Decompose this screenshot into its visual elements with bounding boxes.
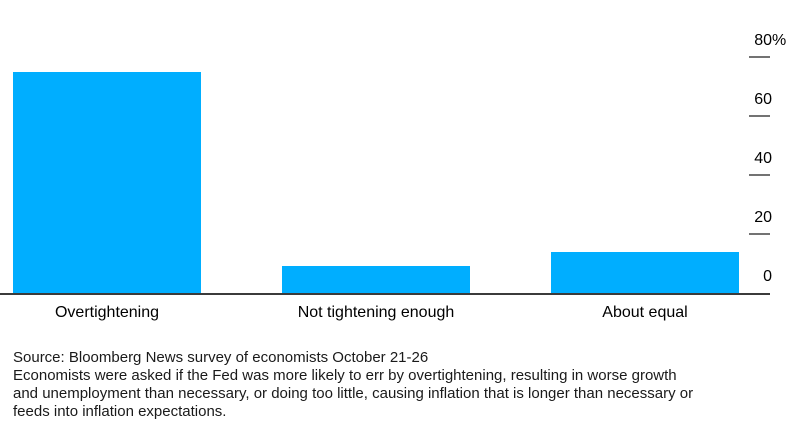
y-axis-tick-mark xyxy=(749,56,770,58)
bar-not-tightening-enough xyxy=(282,266,470,293)
note-line-1: Economists were asked if the Fed was mor… xyxy=(13,367,677,384)
y-axis-tick-label: 0 xyxy=(763,268,772,285)
y-axis-tick-label: 60 xyxy=(754,91,772,108)
category-label-about-equal: About equal xyxy=(602,304,688,321)
y-axis-tick-mark xyxy=(749,115,770,117)
category-label-not-tightening-enough: Not tightening enough xyxy=(297,304,455,321)
bar-about-equal xyxy=(551,251,739,293)
x-axis-line xyxy=(0,293,770,295)
category-label-overtightening: Overtightening xyxy=(54,304,160,321)
note-line-3: feeds into inflation expectations. xyxy=(13,403,227,420)
percent-sign: % xyxy=(772,32,787,49)
y-axis-tick-label: 20 xyxy=(754,209,772,226)
y-axis-tick-label: 40 xyxy=(754,150,772,167)
bar-overtightening xyxy=(13,71,201,293)
footer-block: Source: Bloomberg News survey of economi… xyxy=(13,349,786,421)
source-text: Source: Bloomberg News survey of economi… xyxy=(13,349,429,366)
y-axis-tick-label: 80% xyxy=(754,32,787,49)
y-axis-tick-mark xyxy=(749,233,770,235)
y-axis-tick-mark xyxy=(749,174,770,176)
note-line-2: and unemployment than necessary, or doin… xyxy=(13,385,694,402)
